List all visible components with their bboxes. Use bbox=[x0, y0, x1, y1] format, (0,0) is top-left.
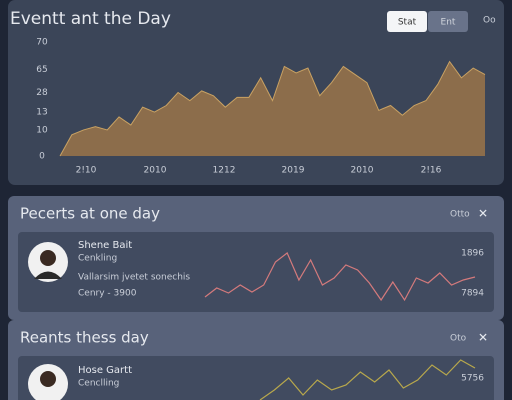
section-title: Pecerts at one day bbox=[20, 205, 160, 223]
y-tick-label: 13 bbox=[36, 108, 47, 118]
card-role: Cenclling bbox=[78, 379, 119, 389]
area bbox=[60, 61, 485, 156]
section-action[interactable]: Oto bbox=[450, 334, 467, 344]
card-text: Vallarsim jvetet sonechis bbox=[78, 273, 190, 283]
x-tick-label: 2010 bbox=[144, 166, 167, 176]
x-tick-label: 2!16 bbox=[421, 166, 442, 176]
card-name: Hose Gartt bbox=[78, 365, 132, 376]
card-role: Cenkling bbox=[78, 254, 117, 264]
y-tick-label: 65 bbox=[36, 65, 47, 75]
avatar-head bbox=[40, 250, 56, 266]
card-stat: 1896 bbox=[461, 249, 484, 259]
sparkline bbox=[259, 359, 476, 400]
button-label[interactable]: Stat bbox=[398, 18, 417, 28]
close-button[interactable]: ✕ bbox=[478, 331, 488, 345]
y-tick-label: 70 bbox=[36, 38, 48, 48]
x-tick-label: 2019 bbox=[282, 166, 305, 176]
button[interactable] bbox=[387, 11, 427, 32]
x-tick-label: 2!10 bbox=[76, 166, 97, 176]
card-name: Shene Bait bbox=[78, 240, 132, 251]
card-meta: Cenry - 3900 bbox=[78, 289, 137, 299]
y-tick-label: 28 bbox=[36, 88, 48, 98]
card-stat: 5756 bbox=[461, 374, 484, 384]
avatar-head bbox=[40, 371, 56, 387]
area-chart: 0 10 13 28 65 70 2!10 2010 1212 2019 2010 2!16 bbox=[36, 38, 486, 176]
section-action[interactable]: Otto bbox=[450, 210, 470, 220]
area-line bbox=[59, 60, 486, 157]
more-button[interactable]: Oo bbox=[483, 16, 496, 26]
sparklines bbox=[204, 252, 476, 400]
close-button[interactable]: ✕ bbox=[478, 207, 488, 221]
button-label[interactable]: Ent bbox=[441, 18, 456, 28]
x-tick-label: 1212 bbox=[213, 166, 236, 176]
x-tick-label: 2010 bbox=[351, 166, 374, 176]
y-tick-label: 0 bbox=[39, 152, 45, 162]
card bbox=[18, 356, 494, 400]
y-tick-label: 10 bbox=[36, 125, 48, 135]
sparkline bbox=[204, 252, 476, 302]
panel-title: Eventt ant the Day bbox=[10, 9, 171, 29]
button[interactable] bbox=[428, 11, 468, 32]
card-stat: 7894 bbox=[461, 289, 484, 299]
avatar-body bbox=[34, 271, 62, 279]
section-title: Reants thess day bbox=[20, 329, 149, 347]
